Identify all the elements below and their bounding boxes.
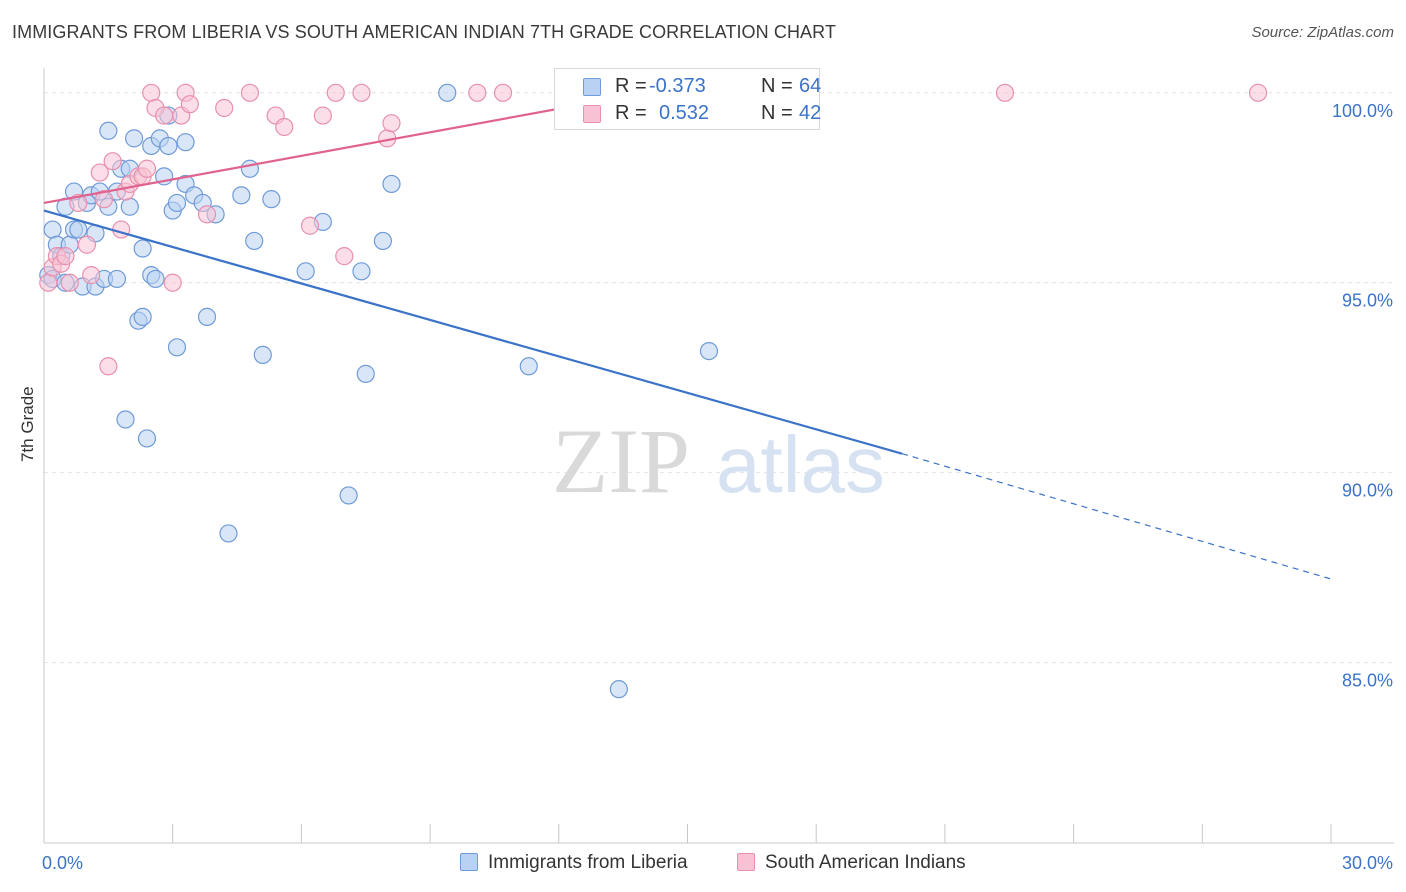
y-tick-label: 85.0% <box>1342 671 1393 691</box>
legend-item-liberia[interactable]: Immigrants from Liberia <box>460 852 688 874</box>
liberia-point <box>339 486 358 505</box>
gridlines <box>44 92 1394 664</box>
liberia-point <box>120 197 139 216</box>
liberia-point <box>197 307 217 327</box>
south-american-indians-point <box>335 247 354 266</box>
watermark: ZIP atlas <box>552 410 885 512</box>
liberia-point <box>167 338 187 357</box>
chart-title: IMMIGRANTS FROM LIBERIA VS SOUTH AMERICA… <box>12 22 837 42</box>
liberia-swatch <box>583 78 601 96</box>
south-american-indians-point <box>82 266 101 285</box>
south-american-indians-point <box>995 83 1015 102</box>
south-american-indians-point <box>180 95 199 114</box>
south-american-indians-point <box>352 83 371 102</box>
source-label: Source: ZipAtlas.com <box>1251 24 1394 41</box>
south-american-indians-point <box>90 163 109 182</box>
legend-item-south-american-indians[interactable]: South American Indians <box>737 852 966 874</box>
axes <box>43 68 1394 844</box>
liberia-point <box>296 262 315 281</box>
liberia-point <box>69 220 88 239</box>
r-value: 0.532 <box>659 102 710 124</box>
liberia-point <box>43 220 62 239</box>
liberia-point <box>167 193 187 213</box>
liberia-point <box>232 186 251 205</box>
y-tick-label: 90.0% <box>1342 481 1393 501</box>
south-american-indians-point <box>493 83 513 102</box>
x-tick-label: 0.0% <box>42 853 83 873</box>
south-american-indians-point <box>69 193 88 213</box>
liberia-point <box>262 190 281 209</box>
south-american-indians-swatch <box>737 853 755 871</box>
south-american-indians-point <box>197 205 217 224</box>
liberia-point <box>438 83 457 102</box>
liberia-point <box>609 680 628 699</box>
south-american-indians-point <box>300 216 320 235</box>
liberia-point <box>116 410 135 429</box>
south-american-indians-point <box>313 106 332 125</box>
south-american-indians-point <box>142 83 161 102</box>
liberia-point <box>352 262 371 281</box>
liberia-point <box>133 307 152 327</box>
x-tick-label: 30.0% <box>1342 853 1393 873</box>
liberia-point <box>356 364 375 383</box>
r-label: R = <box>615 102 647 124</box>
south-american-indians-point <box>215 98 234 118</box>
south-american-indians-swatch <box>583 105 601 123</box>
series-legend: Immigrants from Liberia South American I… <box>0 852 1406 878</box>
liberia-trendline <box>43 209 903 455</box>
south-american-indians-point <box>275 117 294 137</box>
liberia-point <box>245 231 264 251</box>
n-value: 64 <box>799 75 822 97</box>
south-american-indians-point <box>163 273 182 292</box>
y-tick-label: 95.0% <box>1342 291 1393 311</box>
south-american-indians-point <box>77 235 97 254</box>
south-american-indians-point <box>155 106 174 125</box>
south-american-indians-point <box>39 273 58 292</box>
south-american-indians-point <box>94 190 114 209</box>
liberia-point <box>699 341 719 361</box>
south-american-indians-point <box>468 83 487 102</box>
r-value: -0.373 <box>649 75 706 97</box>
watermark-zip: ZIP <box>552 410 690 512</box>
south-american-indians-point <box>99 357 118 376</box>
liberia-point <box>146 269 165 289</box>
liberia-point <box>253 345 272 364</box>
n-label: N = <box>761 102 793 124</box>
south-american-indians-point <box>112 220 131 239</box>
legend-label: Immigrants from Liberia <box>488 852 688 873</box>
south-american-indians-point <box>103 152 122 171</box>
liberia-point <box>519 357 538 376</box>
r-label: R = <box>615 75 647 97</box>
liberia-point <box>240 159 260 178</box>
south-american-indians-point <box>1248 83 1268 102</box>
liberia-point <box>176 133 195 152</box>
liberia-point <box>373 231 393 251</box>
tick-labels: 85.0% 90.0% 95.0% 100.0% 0.0% 30.0% <box>42 101 1393 873</box>
south-american-indians-point <box>326 83 345 102</box>
liberia-point <box>133 239 152 258</box>
y-axis-label: 7th Grade <box>18 386 37 462</box>
points <box>39 83 1268 699</box>
liberia-swatch <box>460 853 478 871</box>
liberia-point <box>159 136 178 156</box>
south-american-indians-point <box>137 159 157 178</box>
n-value: 42 <box>799 102 822 124</box>
liberia-trendline-extension <box>901 453 1332 580</box>
liberia-point <box>137 429 157 448</box>
south-american-indians-point <box>60 273 79 292</box>
liberia-point <box>124 129 144 148</box>
south-american-indians-point <box>240 83 260 102</box>
south-american-indians-point <box>56 247 75 266</box>
liberia-point <box>219 524 238 543</box>
liberia-point <box>107 269 127 289</box>
legend-label: South American Indians <box>765 852 966 873</box>
y-tick-label: 100.0% <box>1332 101 1393 121</box>
south-american-indians-point <box>382 114 401 133</box>
liberia-point <box>382 174 401 194</box>
liberia-point <box>99 121 118 140</box>
n-label: N = <box>761 75 793 97</box>
watermark-atlas: atlas <box>716 420 885 509</box>
stats-legend: R = -0.373 N = 64 R = 0.532 N = 42 <box>554 68 822 130</box>
